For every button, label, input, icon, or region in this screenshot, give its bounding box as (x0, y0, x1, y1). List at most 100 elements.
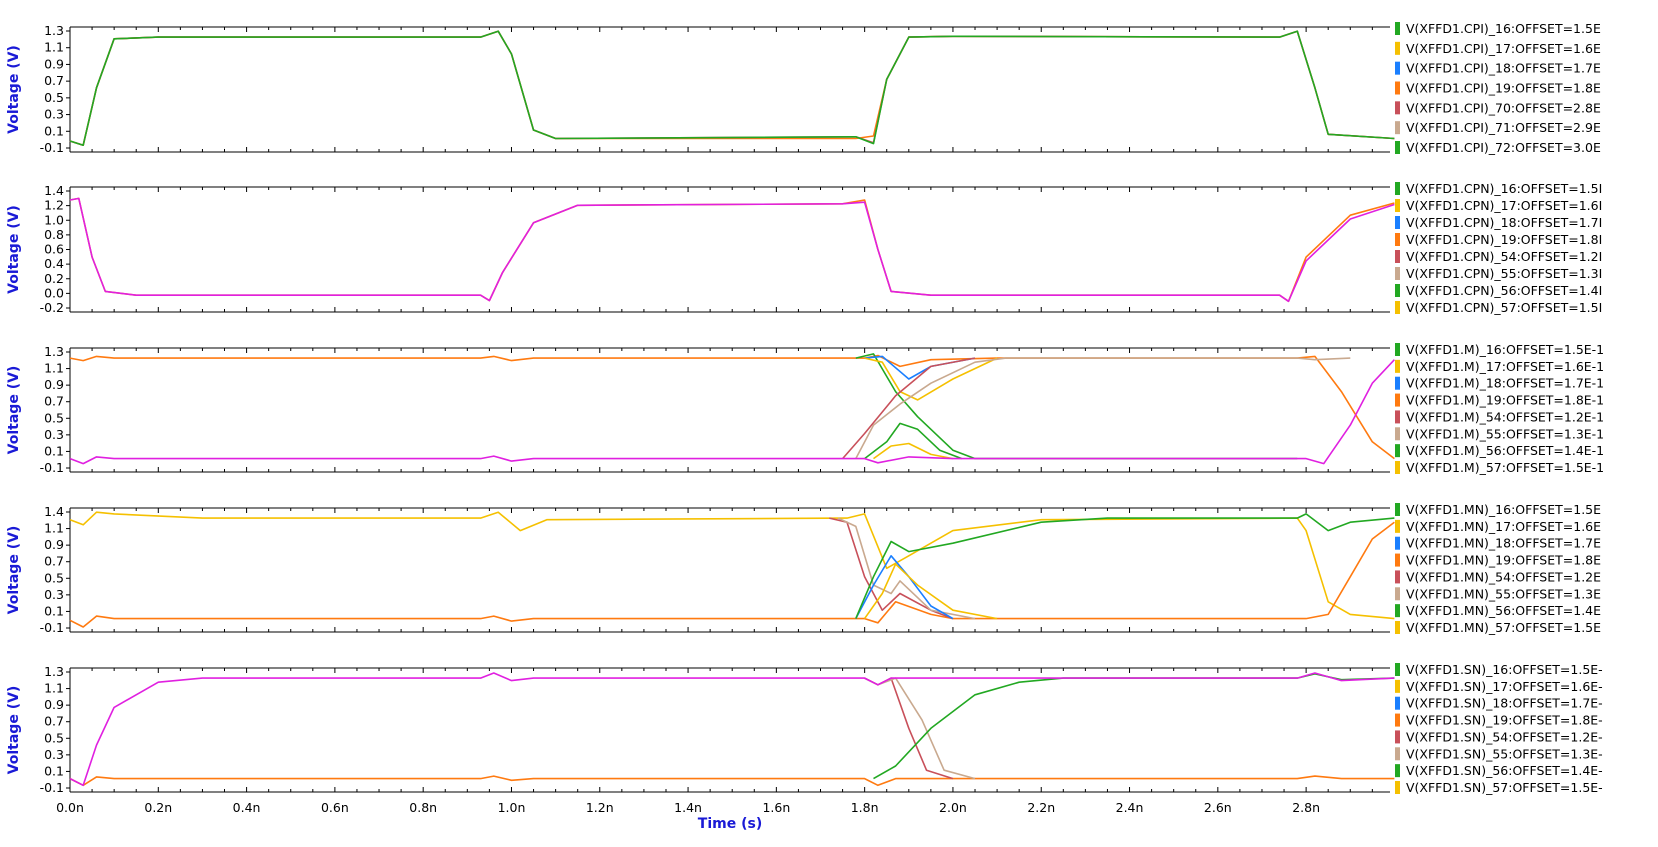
legend-swatch (1395, 621, 1400, 634)
x-tick-label: 1.6n (762, 800, 790, 815)
legend-swatch (1395, 233, 1400, 246)
legend-entry: V(XFFD1.M)_18:OFFSET=1.7E-1 (1406, 376, 1604, 391)
legend-swatch (1395, 343, 1400, 356)
legend-swatch (1395, 553, 1400, 567)
legend-entry: V(XFFD1.CPI)_71:OFFSET=2.9E (1406, 120, 1601, 135)
y-tick-label: 1.3 (44, 664, 64, 679)
y-axis-label: Voltage (V) (6, 45, 22, 134)
legend-swatch (1395, 41, 1400, 55)
y-tick-label: 0.1 (44, 763, 64, 778)
legend-entry: V(XFFD1.MN)_16:OFFSET=1.5E (1406, 502, 1601, 517)
legend-swatch (1395, 461, 1400, 474)
y-axis-label: Voltage (V) (6, 686, 22, 775)
series-line (837, 517, 976, 620)
y-tick-label: 1.4 (44, 183, 64, 198)
x-tick-label: 1.8n (851, 800, 879, 815)
x-tick-label: 0.4n (233, 800, 261, 815)
y-tick-label: 0.2 (44, 271, 64, 286)
y-tick-label: 0.6 (44, 242, 64, 257)
legend-swatch (1395, 696, 1400, 710)
legend-entry: V(XFFD1.SN)_54:OFFSET=1.2E- (1406, 729, 1603, 744)
legend-swatch (1395, 182, 1400, 195)
legend-swatch (1395, 267, 1400, 280)
legend-entry: V(XFFD1.M)_57:OFFSET=1.5E-1 (1406, 460, 1604, 475)
y-axis-label: Voltage (V) (6, 366, 22, 455)
series-line (855, 555, 954, 620)
legend-swatch (1395, 410, 1400, 424)
legend-entry: V(XFFD1.CPI)_72:OFFSET=3.0E (1406, 140, 1601, 155)
legend-swatch (1395, 427, 1400, 441)
legend-swatch (1395, 141, 1400, 154)
x-tick-label: 0.2n (144, 800, 172, 815)
y-tick-label: 1.1 (44, 521, 64, 536)
y-tick-label: -0.2 (40, 300, 64, 315)
y-tick-label: 0.1 (44, 123, 64, 138)
y-tick-label: 0.7 (44, 394, 64, 409)
y-tick-label: 0.5 (44, 410, 64, 425)
y-tick-label: 0.1 (44, 443, 64, 458)
y-tick-label: 1.3 (44, 23, 64, 38)
legend-entry: V(XFFD1.MN)_56:OFFSET=1.4E (1406, 603, 1601, 618)
series-line (69, 521, 1395, 628)
series-line (864, 422, 963, 460)
legend-entry: V(XFFD1.SN)_57:OFFSET=1.5E- (1406, 780, 1603, 795)
legend-entry: V(XFFD1.SN)_16:OFFSET=1.5E- (1406, 662, 1603, 677)
legend-swatch (1395, 604, 1400, 618)
series-line (69, 30, 1395, 146)
series-line (69, 30, 1395, 146)
legend-swatch (1395, 376, 1400, 390)
legend-entry: V(XFFD1.CPN)_18:OFFSET=1.7I (1406, 215, 1602, 230)
y-tick-label: 0.3 (44, 427, 64, 442)
x-tick-label: 0.8n (409, 800, 437, 815)
y-tick-label: 1.0 (44, 212, 64, 227)
legend-entry: V(XFFD1.CPN)_54:OFFSET=1.2I (1406, 249, 1602, 264)
series-line (863, 563, 998, 620)
y-tick-label: -0.1 (40, 620, 64, 635)
legend-entry: V(XFFD1.M)_55:OFFSET=1.3E-1 (1406, 426, 1604, 441)
legend-entry: V(XFFD1.MN)_19:OFFSET=1.8E (1406, 553, 1601, 568)
legend-entry: V(XFFD1.SN)_18:OFFSET=1.7E- (1406, 696, 1603, 711)
legend-swatch (1395, 22, 1400, 35)
y-tick-label: 0.9 (44, 537, 64, 552)
y-tick-label: 0.9 (44, 56, 64, 71)
y-tick-label: 0.8 (44, 227, 64, 242)
y-tick-label: 0.5 (44, 570, 64, 585)
legend-swatch (1395, 663, 1400, 676)
y-tick-label: 0.7 (44, 714, 64, 729)
legend-entry: V(XFFD1.CPI)_16:OFFSET=1.5E (1406, 21, 1601, 36)
series-line (873, 673, 1395, 780)
y-tick-label: 1.1 (44, 40, 64, 55)
legend-entry: V(XFFD1.M)_19:OFFSET=1.8E-1 (1406, 393, 1604, 408)
y-tick-label: 0.4 (44, 256, 64, 271)
x-tick-label: 1.2n (586, 800, 614, 815)
series-line (873, 442, 954, 460)
legend-entry: V(XFFD1.CPN)_16:OFFSET=1.5I (1406, 181, 1602, 196)
legend-entry: V(XFFD1.CPI)_17:OFFSET=1.6E (1406, 41, 1601, 56)
series-line (69, 354, 1395, 460)
y-tick-label: 0.3 (44, 747, 64, 762)
legend-entry: V(XFFD1.SN)_17:OFFSET=1.6E- (1406, 679, 1603, 694)
x-tick-label: 1.4n (674, 800, 702, 815)
panel-5: 1.3 1.10.9 0.70.5 0.30.1 -0.1 Voltage (V) V(XF… (6, 662, 1603, 795)
series-line (69, 197, 1395, 303)
series-line (855, 357, 1351, 459)
legend-swatch (1395, 284, 1400, 297)
legend-swatch (1395, 587, 1400, 601)
x-tick-label: 1.0n (498, 800, 526, 815)
y-tick-label: 0.7 (44, 554, 64, 569)
legend-swatch (1395, 393, 1400, 407)
legend-entry: V(XFFD1.MN)_55:OFFSET=1.3E (1406, 586, 1601, 601)
series-line (69, 30, 1395, 146)
legend-swatch (1395, 764, 1400, 778)
legend-swatch (1395, 81, 1400, 95)
x-tick-label: 0.6n (321, 800, 349, 815)
panel-4: 1.4 1.10.9 0.70.5 0.30.1 -0.1 Voltage (V) V(XF… (6, 502, 1601, 635)
y-tick-label: 0.3 (44, 107, 64, 122)
y-tick-label: -0.1 (40, 140, 64, 155)
legend-swatch (1395, 121, 1400, 135)
x-tick-label: 2.0n (939, 800, 967, 815)
series-line (829, 517, 954, 620)
y-tick-label: 1.4 (44, 504, 64, 519)
series-line (864, 677, 976, 780)
y-tick-label: 1.1 (44, 681, 64, 696)
